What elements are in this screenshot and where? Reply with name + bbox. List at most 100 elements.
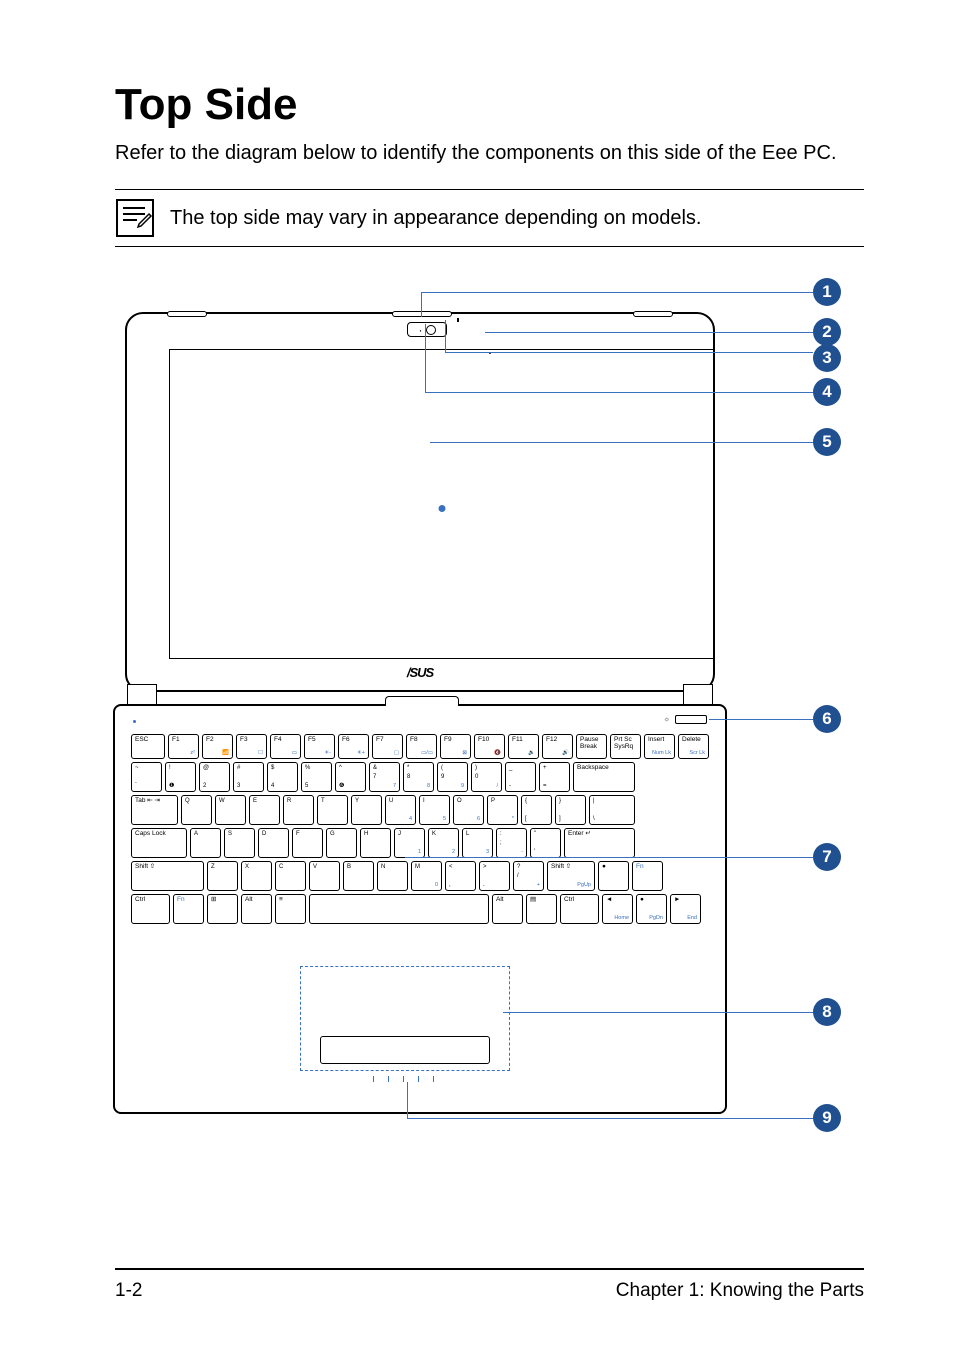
laptop-diagram: /SUS ☼ ESCF1z²F2📶F3☐F4▭F5☀-F6☀+F7▢F8▭/▭F… xyxy=(105,282,845,1132)
key: _- xyxy=(505,762,536,792)
leader-line xyxy=(503,1012,813,1013)
leader-line xyxy=(421,292,813,293)
webcam-icon xyxy=(407,322,447,337)
key: ►End xyxy=(670,894,701,924)
key: !❶ xyxy=(165,762,196,792)
key: ^❻ xyxy=(335,762,366,792)
key: Q xyxy=(181,795,212,825)
key: D xyxy=(258,828,289,858)
callout-7: 7 xyxy=(813,843,841,871)
callout-8: 8 xyxy=(813,998,841,1026)
key: @2 xyxy=(199,762,230,792)
leader-line xyxy=(445,320,446,352)
key: F3☐ xyxy=(236,734,267,759)
key: Shift ⇧ xyxy=(131,861,204,891)
key: >. xyxy=(479,861,510,891)
key: F12🔊 xyxy=(542,734,573,759)
key: += xyxy=(539,762,570,792)
keyboard: ESCF1z²F2📶F3☐F4▭F5☀-F6☀+F7▢F8▭/▭F9⊠F10🔇F… xyxy=(131,734,711,927)
power-area: ☼ xyxy=(664,715,707,724)
key: C xyxy=(275,861,306,891)
key: ●PgDn xyxy=(636,894,667,924)
key: Fn xyxy=(173,894,204,924)
key: S xyxy=(224,828,255,858)
key: K2 xyxy=(428,828,459,858)
callout-4: 4 xyxy=(813,378,841,406)
key: B xyxy=(343,861,374,891)
leader-line xyxy=(425,392,813,393)
key: ~` xyxy=(131,762,162,792)
key: &77 xyxy=(369,762,400,792)
key: E xyxy=(249,795,280,825)
key: #3 xyxy=(233,762,264,792)
key: A xyxy=(190,828,221,858)
screen-center-dot xyxy=(439,505,446,512)
hinge xyxy=(127,684,157,706)
key: Y xyxy=(351,795,382,825)
key: Caps Lock xyxy=(131,828,187,858)
key: J1 xyxy=(394,828,425,858)
laptop-base: ☼ ESCF1z²F2📶F3☐F4▭F5☀-F6☀+F7▢F8▭/▭F9⊠F10… xyxy=(113,704,727,1114)
callout-1: 1 xyxy=(813,278,841,306)
key: F10🔇 xyxy=(474,734,505,759)
callout-6: 6 xyxy=(813,705,841,733)
lid-latch xyxy=(167,311,207,317)
key: Prt Sc SysRq xyxy=(610,734,641,759)
key: N xyxy=(377,861,408,891)
key: ◄Home xyxy=(602,894,633,924)
hinge xyxy=(683,684,713,706)
key: <, xyxy=(445,861,476,891)
key: ESC xyxy=(131,734,165,759)
key: F5☀- xyxy=(304,734,335,759)
chapter-label: Chapter 1: Knowing the Parts xyxy=(616,1280,864,1302)
leader-line xyxy=(445,352,813,353)
key: F6☀+ xyxy=(338,734,369,759)
note-text: The top side may vary in appearance depe… xyxy=(170,207,701,230)
key: W xyxy=(215,795,246,825)
page-footer: 1-2 Chapter 1: Knowing the Parts xyxy=(115,1268,864,1302)
key: *88 xyxy=(403,762,434,792)
screen xyxy=(169,349,715,659)
key xyxy=(309,894,489,924)
leader-line xyxy=(485,332,813,333)
key: F4▭ xyxy=(270,734,301,759)
key: DeleteScr Lk xyxy=(678,734,709,759)
key: X xyxy=(241,861,272,891)
key: Alt xyxy=(241,894,272,924)
key: ▤ xyxy=(526,894,557,924)
leader-line xyxy=(421,292,422,317)
key: F8▭/▭ xyxy=(406,734,437,759)
key: G xyxy=(326,828,357,858)
mic-icon xyxy=(457,318,459,322)
key: InsertNum Lk xyxy=(644,734,675,759)
power-led-icon: ☼ xyxy=(664,716,670,723)
key: ?/+ xyxy=(513,861,544,891)
key: F2📶 xyxy=(202,734,233,759)
key: T xyxy=(317,795,348,825)
lid-latch xyxy=(633,311,673,317)
status-led xyxy=(133,720,136,723)
key: {[ xyxy=(521,795,552,825)
callout-5: 5 xyxy=(813,428,841,456)
key: F xyxy=(292,828,323,858)
key: R xyxy=(283,795,314,825)
key: Z xyxy=(207,861,238,891)
leader-line xyxy=(709,719,813,720)
note-icon xyxy=(115,198,155,238)
key: ⊞ xyxy=(207,894,238,924)
key: P* xyxy=(487,795,518,825)
key: Ctrl xyxy=(560,894,599,924)
key: $4 xyxy=(267,762,298,792)
laptop-lid: /SUS xyxy=(125,312,715,692)
key: (99 xyxy=(437,762,468,792)
key: F9⊠ xyxy=(440,734,471,759)
leader-line xyxy=(407,1082,408,1118)
brand-logo: /SUS xyxy=(127,665,713,680)
key: %5 xyxy=(301,762,332,792)
key: )0/ xyxy=(471,762,502,792)
callout-3: 3 xyxy=(813,344,841,372)
key: F11🔉 xyxy=(508,734,539,759)
key: Alt xyxy=(492,894,523,924)
leader-line xyxy=(430,442,813,443)
key: "' xyxy=(530,828,561,858)
